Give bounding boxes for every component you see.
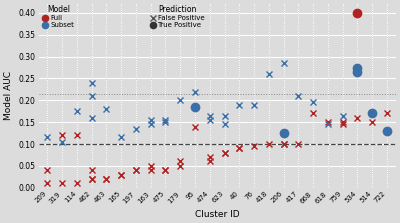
Legend: False Positive, True Positive: False Positive, True Positive	[149, 4, 205, 29]
Y-axis label: Model AUC: Model AUC	[4, 71, 13, 120]
X-axis label: Cluster ID: Cluster ID	[195, 210, 240, 219]
